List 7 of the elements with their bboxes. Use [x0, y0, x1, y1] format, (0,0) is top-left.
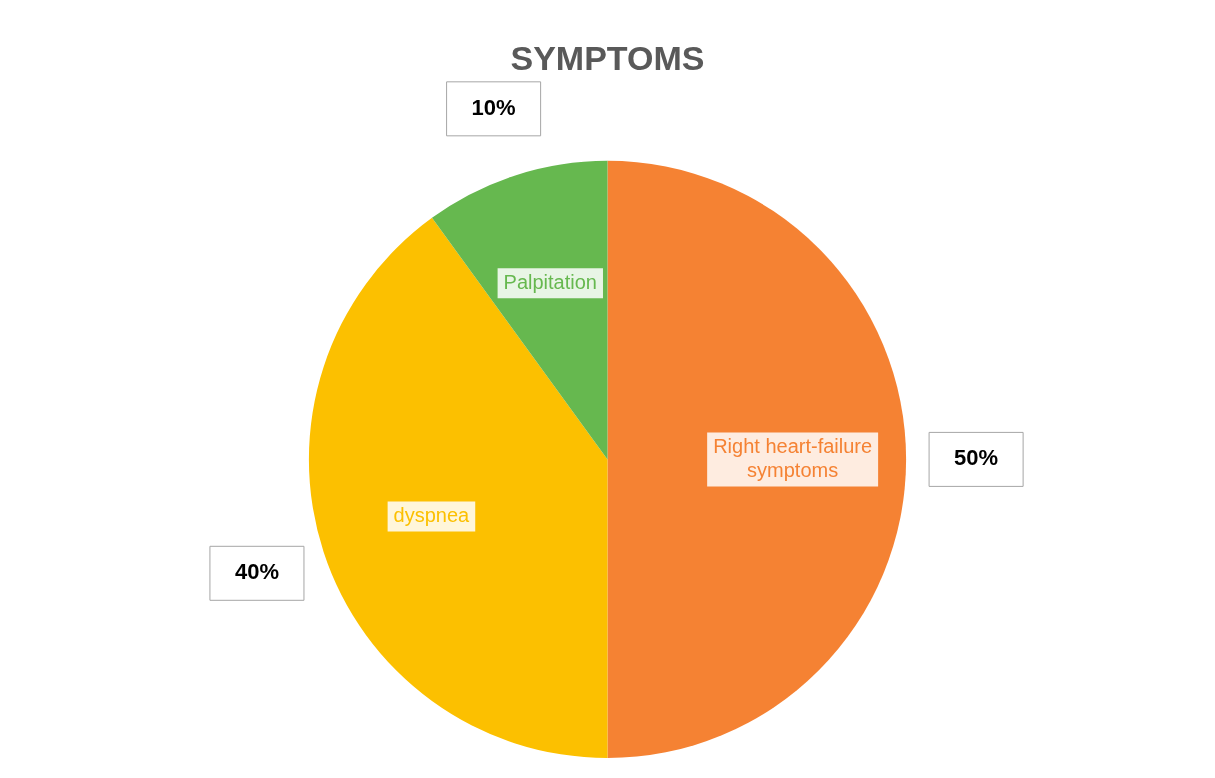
slice-label: Palpitation	[503, 270, 597, 293]
data-label: 50%	[954, 445, 999, 471]
slice-label: dyspnea	[393, 504, 471, 527]
chart-title: SYMPTOMS	[510, 38, 705, 77]
data-label: 40%	[234, 559, 279, 585]
data-label: 10%	[471, 94, 516, 120]
slice-label: Right heart-failure symptoms	[713, 434, 873, 481]
